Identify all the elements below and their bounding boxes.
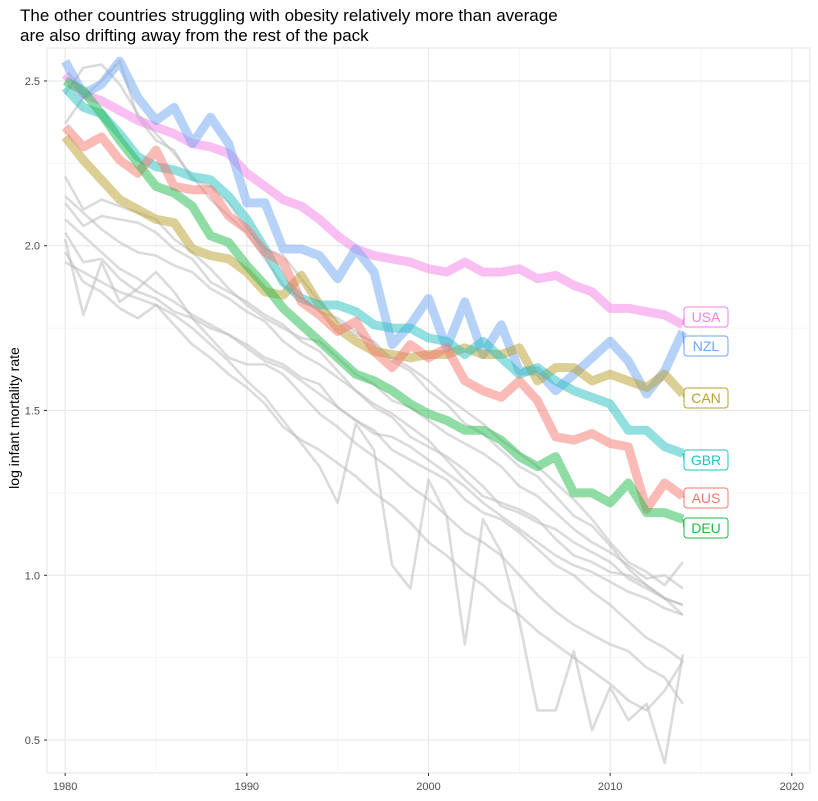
- x-tick-label: 2020: [780, 781, 804, 793]
- series-line-aus: [61, 124, 686, 514]
- y-tick-label: 1.0: [25, 570, 40, 582]
- background-series-line: [64, 195, 684, 607]
- background-series-line: [64, 231, 684, 663]
- series-line-usa: [61, 71, 685, 329]
- x-tick-label: 2010: [598, 781, 622, 793]
- series-label-nzl: NZL: [693, 338, 720, 354]
- label-box-nzl: [683, 335, 729, 357]
- y-tick-label: 0.5: [25, 735, 40, 747]
- chart-title: The other countries struggling with obes…: [20, 6, 558, 45]
- background-series-line: [64, 251, 684, 712]
- series-labels: USA NZL CAN GBR AUS DEU: [682, 306, 729, 539]
- y-tick-label: 1.5: [25, 406, 40, 418]
- background-series-line: [64, 59, 684, 616]
- label-box-can: [683, 387, 729, 409]
- series-label-deu: DEU: [691, 520, 721, 536]
- background-series-line: [64, 261, 685, 765]
- y-tick-label: 2.5: [25, 76, 40, 88]
- series-label-can: CAN: [691, 390, 721, 406]
- label-box-aus: [683, 487, 729, 509]
- label-box-gbr: [683, 449, 729, 471]
- label-box-usa: [683, 306, 729, 328]
- background-series-line: [64, 202, 684, 607]
- x-tick-label: 2000: [416, 781, 440, 793]
- series-line-deu: [63, 77, 685, 524]
- highlighted-series-group: [61, 56, 687, 524]
- x-tick-label: 1980: [53, 781, 77, 793]
- series-label-gbr: GBR: [691, 452, 721, 468]
- x-tick-label: 1990: [235, 781, 259, 793]
- axis-ticks: 1980 1990 2000 2010 2020 0.5 1.0 1.5 2.0 2.5: [25, 76, 804, 793]
- background-series-line: [64, 218, 684, 617]
- y-tick-label: 2.0: [25, 241, 40, 253]
- series-label-aus: AUS: [692, 490, 721, 506]
- series-label-usa: USA: [692, 309, 721, 325]
- label-box-deu: [683, 517, 729, 539]
